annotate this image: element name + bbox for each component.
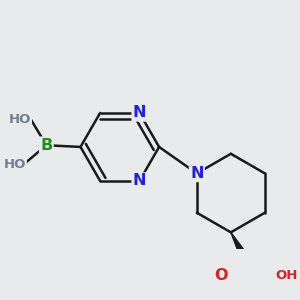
Text: OH: OH bbox=[275, 268, 298, 282]
Polygon shape bbox=[231, 232, 254, 269]
Text: HO: HO bbox=[4, 158, 26, 170]
Text: B: B bbox=[40, 138, 52, 153]
Text: O: O bbox=[214, 268, 227, 283]
Text: HO: HO bbox=[9, 113, 31, 126]
Text: N: N bbox=[133, 173, 146, 188]
Text: N: N bbox=[133, 105, 146, 120]
Text: N: N bbox=[190, 166, 204, 181]
